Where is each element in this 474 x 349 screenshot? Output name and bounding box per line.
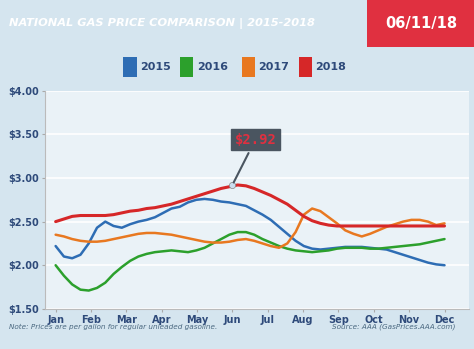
- Text: Source: AAA (GasPrices.AAA.com): Source: AAA (GasPrices.AAA.com): [332, 324, 456, 330]
- Text: 06/11/18: 06/11/18: [385, 16, 457, 31]
- Bar: [123, 57, 137, 77]
- Text: NATIONAL GAS PRICE COMPARISON | 2015-2018: NATIONAL GAS PRICE COMPARISON | 2015-201…: [9, 18, 314, 29]
- Text: Note: Prices are per gallon for regular unleaded gasoline.: Note: Prices are per gallon for regular …: [9, 324, 218, 330]
- Text: 2016: 2016: [197, 62, 228, 72]
- Bar: [242, 57, 255, 77]
- Bar: [367, 0, 474, 47]
- Text: $2.92: $2.92: [234, 133, 276, 183]
- Text: 2017: 2017: [258, 62, 289, 72]
- Text: 2018: 2018: [315, 62, 346, 72]
- Bar: [180, 57, 193, 77]
- Bar: [299, 57, 312, 77]
- Text: 2015: 2015: [140, 62, 171, 72]
